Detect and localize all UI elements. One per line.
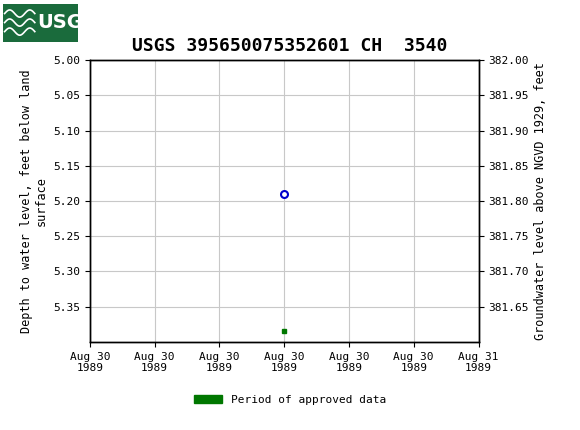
Text: USGS 395650075352601 CH  3540: USGS 395650075352601 CH 3540 [132,37,448,55]
Legend: Period of approved data: Period of approved data [190,390,390,409]
Y-axis label: Depth to water level, feet below land
surface: Depth to water level, feet below land su… [20,69,48,333]
Text: USGS: USGS [38,13,97,32]
Y-axis label: Groundwater level above NGVD 1929, feet: Groundwater level above NGVD 1929, feet [534,62,548,340]
Bar [3,3,78,42]
